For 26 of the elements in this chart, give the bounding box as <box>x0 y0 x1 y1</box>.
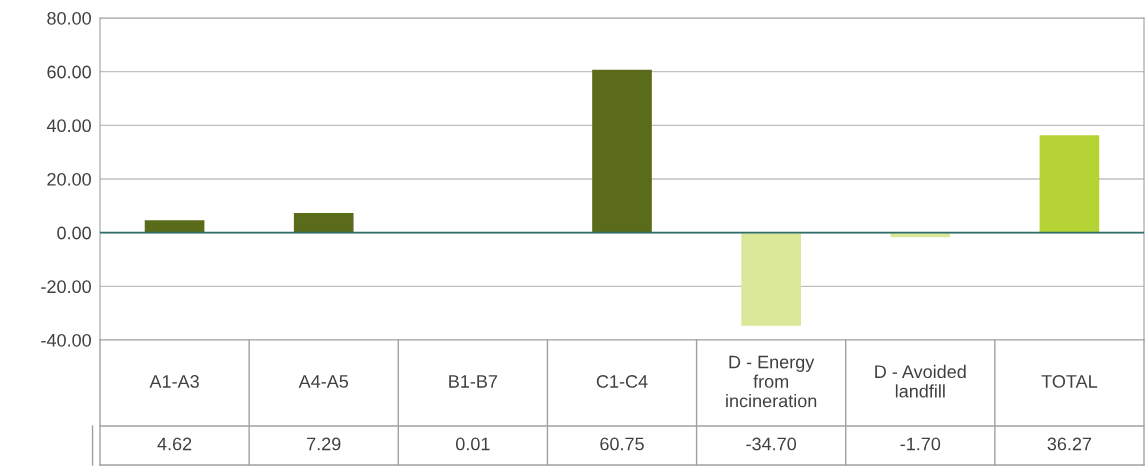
x-tick-label: TOTAL <box>1041 375 1098 388</box>
data-label: 7.29 <box>307 437 341 451</box>
bar <box>592 69 652 233</box>
data-label: 36.27 <box>1047 437 1092 451</box>
data-label: 4.62 <box>157 437 192 451</box>
y-tick-label: 40.00 <box>46 119 91 133</box>
data-label: 0.01 <box>455 437 490 451</box>
data-label: -34.70 <box>746 437 797 451</box>
x-tick-label: C1-C4 <box>596 375 648 388</box>
y-tick-label: 80.00 <box>47 11 91 25</box>
x-tick-label: D - Energy from incineration <box>726 355 817 408</box>
y-tick-label: -20.00 <box>41 280 91 294</box>
y-tick-label: 0.00 <box>57 226 91 240</box>
y-tick-label: -40.00 <box>41 333 91 347</box>
x-tick-label: A4-A5 <box>298 375 349 388</box>
y-tick-label: 20.00 <box>47 172 91 186</box>
x-tick-label: D - Avoided landfill <box>875 364 966 398</box>
bar <box>1039 135 1100 233</box>
data-label: 60.75 <box>600 437 644 451</box>
y-tick-label: 60.00 <box>47 65 91 79</box>
bar <box>144 220 205 233</box>
x-tick-label: A1-A3 <box>149 375 199 388</box>
bar <box>741 232 801 326</box>
bar <box>293 213 354 233</box>
data-label: -1.70 <box>900 437 941 451</box>
x-tick-label: B1-B7 <box>449 375 498 388</box>
